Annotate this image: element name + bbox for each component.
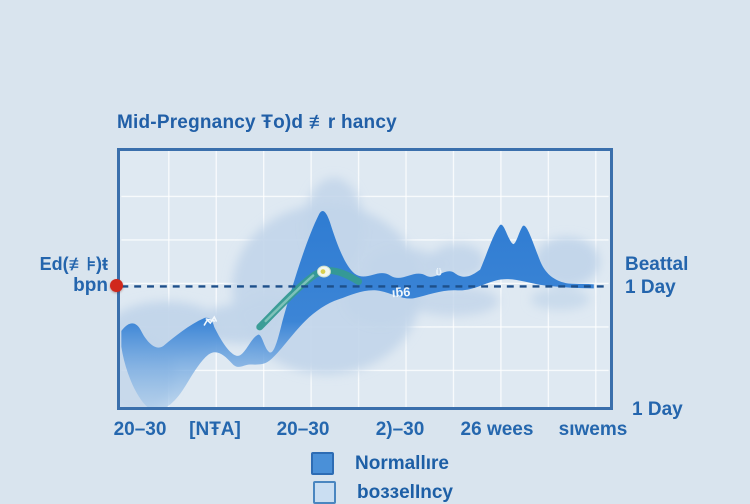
- y-axis-label-right-line2: 1 Day: [625, 277, 676, 298]
- legend-swatch-primary: [311, 452, 334, 475]
- x-tick-1: 20–30: [113, 419, 167, 440]
- y-axis-label-left: Ed(≢⊧)ŧ bpn: [20, 253, 108, 297]
- legend-item-secondary: boɜɜelIncy: [313, 481, 453, 504]
- chart-canvas: ıƃ6 ϋ: [120, 151, 609, 407]
- y-axis-label-right: Beattal 1 Day: [625, 253, 688, 299]
- teal-ribbon-highlight: [264, 274, 315, 323]
- x-tick-3: 20–30: [276, 419, 330, 440]
- legend-label-secondary: boɜɜelIncy: [357, 481, 453, 503]
- reference-line-start-dot: [110, 279, 123, 292]
- legend-item-primary: Normallıre: [311, 452, 449, 475]
- x-tick-6: sıwems: [558, 419, 628, 440]
- band-glyph-text: ıƃ6: [391, 284, 411, 300]
- x-tick-2: [NŦA]: [189, 419, 241, 440]
- legend-label-primary: Normallıre: [355, 452, 449, 474]
- y-axis-label-right-line1: Beattal: [625, 254, 689, 275]
- chart-title: Mid-Pregnancy Ŧo)d ≢r hancy: [117, 112, 397, 133]
- plot-area: ıƃ6 ϋ: [117, 148, 613, 410]
- x-tick-5: 26 wees: [460, 419, 534, 440]
- y-axis-label-left-line1: Ed(≢⊧)ŧ: [39, 254, 108, 274]
- x-tick-4: 2)–30: [375, 419, 425, 440]
- dot-marker-icon: [317, 265, 331, 278]
- legend-swatch-secondary: [313, 481, 336, 504]
- x-axis-unit-label: 1 Day: [632, 399, 683, 420]
- scribble-marker-icon: [203, 315, 218, 326]
- y-axis-label-left-line2: bpn: [73, 275, 108, 296]
- series-primary-area: [121, 211, 594, 407]
- band-glyph-text-2: ϋ: [436, 267, 442, 279]
